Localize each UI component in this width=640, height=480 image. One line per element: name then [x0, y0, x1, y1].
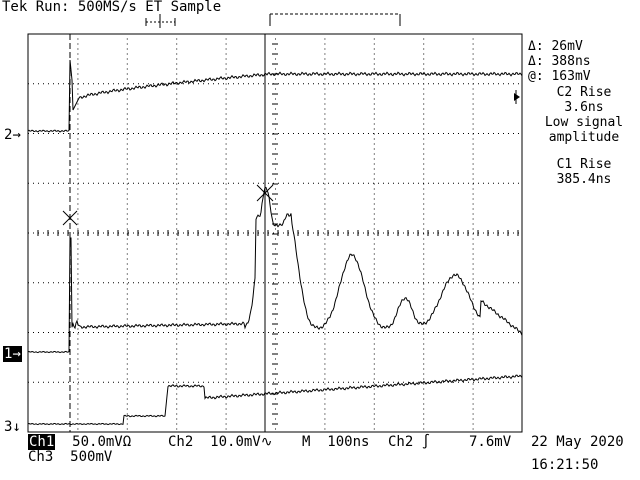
at-voltage-readout: @: 163mV	[528, 69, 591, 84]
acquisition-status: Tek Run: 500MS/s ET Sample	[2, 0, 222, 15]
ch2-scale: 10.0mV	[210, 434, 261, 450]
ch1-scale-readout[interactable]: Ch1 50.0mVΩ	[28, 434, 131, 450]
c1-rise-value: 385.4ns	[556, 172, 612, 187]
ac-coupling-icon: ∿	[260, 434, 273, 450]
ch3-label: Ch3	[28, 449, 54, 465]
time-readout: 16:21:50	[531, 457, 599, 473]
delta-time-readout: Δ: 388ns	[528, 54, 591, 69]
ch2-ground-marker[interactable]: 2→	[4, 127, 21, 143]
trace-ch3	[27, 374, 523, 426]
ch1-ground-marker[interactable]: 1→	[3, 346, 22, 362]
timebase-scale: 100ns	[327, 434, 370, 450]
ch2-label: Ch2	[168, 434, 194, 450]
cursor-x-marker-1	[62, 210, 78, 226]
trigger-source: Ch2	[388, 434, 414, 450]
date-readout: 22 May 2020	[531, 434, 624, 450]
graticule-grid	[27, 33, 519, 430]
ch3-scale-readout[interactable]: Ch3 500mV	[28, 449, 112, 465]
rising-edge-icon: ∫	[421, 434, 431, 450]
trigger-level-readout: 7.6mV	[469, 434, 512, 450]
c2-rise-label: C2 Rise	[556, 85, 612, 100]
trigger-readout[interactable]: Ch2 ∫	[388, 434, 430, 450]
trace-ch2	[27, 59, 523, 133]
trace-ch1	[27, 186, 523, 354]
low-signal-warning-line2: amplitude	[548, 130, 620, 145]
trigger-level-arrow	[514, 93, 520, 101]
ch3-ground-marker[interactable]: 3↓	[4, 419, 21, 435]
ch2-scale-readout[interactable]: Ch2 10.0mV∿	[168, 434, 272, 450]
timebase-label: M	[302, 434, 311, 450]
ch1-label: Ch1	[28, 434, 56, 450]
c2-rise-value: 3.6ns	[564, 100, 604, 115]
delta-voltage-readout: Δ: 26mV	[528, 39, 583, 54]
record-window-indicator	[145, 13, 401, 28]
ch1-scale: 50.0mVΩ	[72, 434, 132, 450]
ch3-scale: 500mV	[70, 449, 113, 465]
low-signal-warning-line1: Low signal	[544, 115, 624, 130]
c1-rise-label: C1 Rise	[556, 157, 612, 172]
cursor-x-marker-2	[256, 184, 274, 202]
timebase-readout[interactable]: M 100ns	[302, 434, 369, 450]
